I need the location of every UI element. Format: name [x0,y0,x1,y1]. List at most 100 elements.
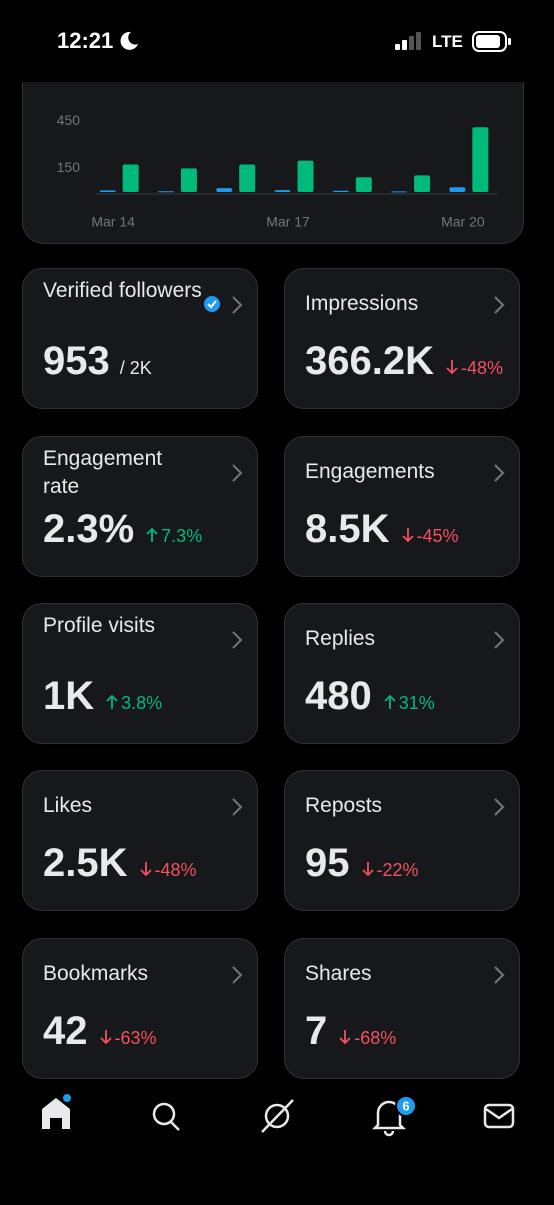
grok-tab[interactable] [261,1099,294,1133]
messages-tab[interactable] [483,1103,515,1129]
metric-value: 2.3% [43,507,135,551]
metric-title: Engagement rate [43,447,163,498]
metric-title: Shares [305,962,372,985]
change-text: 7.3% [161,526,203,546]
notifications-tab[interactable]: 6 [371,1095,417,1137]
metric-card[interactable]: Shares 7 -68% [284,938,520,1079]
chevron-shape [494,966,505,984]
status-bar: 12:21 LTE [0,0,554,82]
chevron-shape [232,966,243,984]
arrow-shape [99,1030,112,1045]
arrow-shape [401,528,414,543]
chevron-shape [494,296,505,314]
x-tick-label: Mar 17 [266,214,310,230]
change-text: -48% [460,358,504,378]
chevron [494,798,505,816]
chevron-shape [232,798,243,816]
chevron [494,464,505,482]
metric-change: -48% [446,358,503,378]
change-text: -45% [416,526,459,546]
clock: 12:21 [57,28,114,53]
y-tick-label: 450 [57,112,81,128]
metric-card[interactable]: Replies 480 31% [284,603,520,744]
bar [239,164,256,192]
arrow-shape [146,527,158,542]
bar [180,168,197,192]
arrow-shape [139,862,152,877]
metric-value-row: 95 -22% [305,841,419,886]
metric-card[interactable]: Reposts 95 -22% [284,770,520,911]
bar [449,187,466,192]
metric-card[interactable]: Impressions 366.2K -48% [284,268,520,409]
metric-value-row: 2.3% 7.3% [43,507,202,552]
chevron-shape [494,464,505,482]
metric-card[interactable]: Bookmarks 42 -63% [22,938,258,1079]
moon-icon [120,31,138,50]
change-arrow [446,360,458,375]
chevron [232,631,243,649]
metric-card[interactable]: Profile visits 1K 3.8% [22,603,258,744]
notification-badge: 6 [402,1098,409,1113]
metric-value: 42 [43,1009,88,1053]
chevron [494,966,505,984]
metric-value: 953 [43,339,110,383]
bar [391,191,408,193]
network-type: LTE [432,32,463,51]
bar [414,175,431,192]
change-text: -63% [114,1028,157,1048]
metric-value: 95 [305,841,350,885]
badge-check [207,300,217,309]
metric-change: -63% [99,1028,157,1048]
metric-card[interactable]: Verified followers 953 / 2K [22,268,258,409]
arrow-shape [446,360,458,375]
change-text: -68% [354,1028,397,1048]
metric-value: 1K [43,674,95,718]
arrow-shape [361,862,374,877]
verified-badge [204,296,220,312]
chart: 150 450 Mar 14 Mar 17 Mar 20 [57,112,498,230]
battery-icon [472,31,511,52]
change-arrow [146,527,158,542]
change-text: 3.8% [121,693,163,713]
metric-value: 8.5K [305,507,390,551]
bar [297,160,314,192]
metric-change: 3.8% [106,693,162,713]
metric-value: 2.5K [43,841,128,885]
metric-value-row: 480 31% [305,674,435,719]
x-tick-label: Mar 20 [441,214,485,230]
metric-value: 366.2K [305,339,434,383]
search-tab[interactable] [152,1102,180,1131]
metric-title: Profile visits [43,614,156,637]
change-arrow [361,862,374,877]
chevron [232,296,243,314]
metric-card[interactable]: Likes 2.5K -48% [22,770,258,911]
chevron [494,631,505,649]
bar [274,190,291,192]
metric-value-row: 7 -68% [305,1009,396,1054]
arrow-shape [106,694,118,709]
chevron [232,464,243,482]
bar [216,188,233,192]
change-text: -22% [376,860,419,880]
bar [472,127,489,192]
chevron-shape [494,631,505,649]
metric-value-row: 8.5K -45% [305,507,459,552]
metric-card[interactable]: Engagements 8.5K -45% [284,436,520,577]
metric-value: 7 [305,1009,328,1053]
change-text: -48% [154,860,197,880]
bar [122,164,139,192]
metric-card[interactable]: Engagement rate 2.3% 7.3% [22,436,258,577]
chevron-shape [232,296,243,314]
bar [99,190,116,192]
bar [332,190,349,192]
home-tab[interactable] [42,1094,71,1200]
chevron [494,296,505,314]
x-tick-label: Mar 14 [91,214,135,230]
change-text: 31% [398,693,435,713]
chevron-shape [232,631,243,649]
metric-change: -68% [339,1028,396,1048]
change-arrow [401,528,414,543]
metric-title: Verified followers [43,279,202,302]
metric-value-row: 2.5K -48% [43,841,197,886]
